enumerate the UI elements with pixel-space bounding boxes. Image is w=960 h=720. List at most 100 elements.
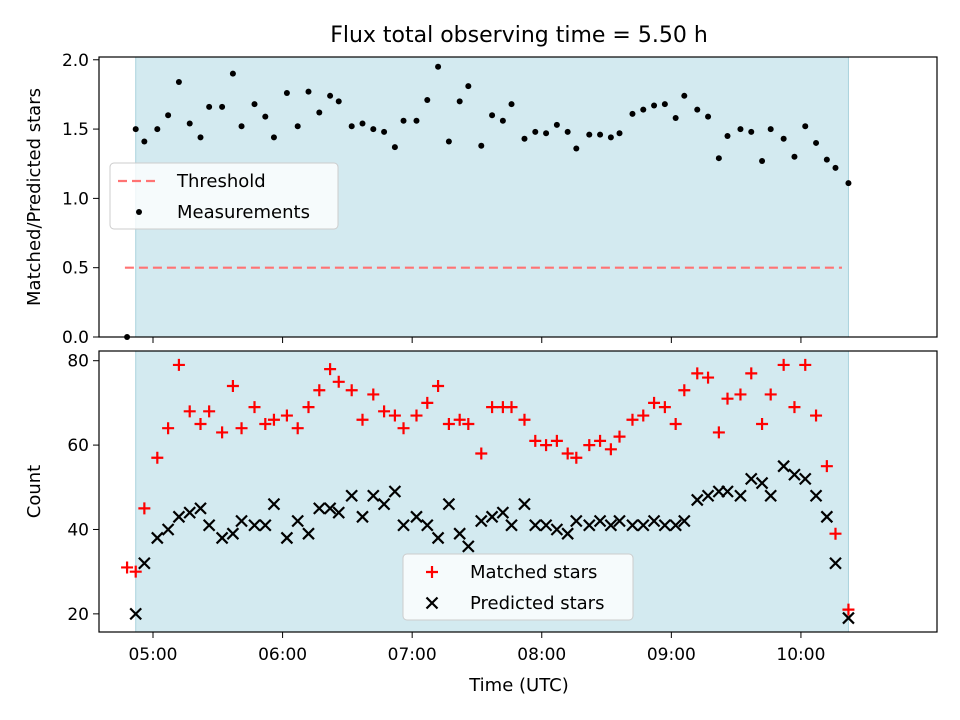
predicted-point [809, 489, 823, 502]
measurements-point [478, 142, 485, 149]
predicted-point [678, 514, 691, 528]
matched-point [486, 401, 499, 414]
predicted-point [658, 518, 672, 532]
matched-point [280, 409, 293, 422]
measurements-point [400, 117, 407, 124]
predicted-point [550, 523, 564, 536]
matched-point [745, 367, 758, 380]
measurements-point [508, 101, 515, 108]
measurements-point [219, 103, 226, 110]
legend: Threshold Measurements [109, 162, 339, 230]
matched-point [121, 561, 134, 574]
measurements-point [661, 101, 668, 108]
matched-point [291, 422, 304, 435]
matched-point [378, 405, 391, 418]
measurements-point [465, 83, 472, 90]
y-axis-label: Count [24, 465, 45, 518]
matched-point [842, 603, 855, 616]
measurements-point [543, 130, 550, 137]
measurements-point [791, 153, 798, 160]
matched-point [777, 358, 790, 371]
measurements-point [206, 103, 213, 110]
measurements-point [705, 113, 712, 120]
y-tick-label: 40 [67, 520, 89, 540]
measurements-point [832, 164, 839, 171]
measurements-point [445, 138, 452, 145]
x-tick-label: 06:00 [258, 645, 307, 665]
matched-point [172, 358, 185, 371]
measurements-point [283, 90, 290, 97]
measurements-point [845, 180, 852, 187]
y-tick-label: 1.5 [62, 120, 89, 140]
predicted-point [764, 489, 777, 502]
measurements-point [813, 139, 820, 146]
measurements-point [175, 78, 182, 85]
measurements-point [305, 88, 312, 95]
measurements-point [348, 123, 355, 130]
matched-point [129, 565, 142, 578]
legend-swatch [136, 209, 142, 215]
y-tick-label: 60 [67, 436, 89, 456]
predicted-point [593, 514, 607, 528]
predicted-point [518, 497, 531, 511]
plot-frame [98, 56, 938, 338]
measurements-point [316, 109, 323, 116]
predicted-point [475, 514, 488, 528]
matched-point [594, 434, 607, 447]
matched-point [799, 358, 812, 371]
x-tick-label: 08:00 [517, 645, 566, 665]
count-panel: 20 40 60 80 05:00 06:00 07:00 08:00 09:00 10:00 Co… [24, 350, 938, 665]
measurements-point [597, 131, 604, 138]
predicted-point [505, 518, 518, 532]
legend-label: Threshold [176, 171, 266, 192]
y-axis-label: Matched/Predicted stars [24, 88, 45, 306]
predicted-point [701, 489, 715, 502]
y-tick-label: 80 [67, 352, 89, 372]
plot-frame [98, 350, 938, 633]
predicted-point [151, 531, 164, 545]
matched-point [453, 413, 466, 426]
matched-point [432, 380, 445, 393]
legend-label: Predicted stars [470, 593, 604, 614]
measurements-point [532, 128, 539, 135]
predicted-point [226, 527, 240, 540]
y-tick-label: 1.0 [62, 189, 89, 209]
matched-point [669, 417, 682, 430]
predicted-point [235, 514, 248, 528]
matched-point [540, 439, 553, 452]
matched-point [248, 401, 261, 414]
predicted-point [367, 489, 380, 502]
predicted-point [734, 489, 747, 502]
matched-point [388, 409, 401, 422]
x-tick-label: 10:00 [776, 645, 825, 665]
predicted-point [604, 518, 618, 532]
y-tick-label: 2.0 [62, 51, 89, 71]
predicted-point [313, 502, 326, 515]
predicted-point [829, 556, 842, 570]
measurements-point [553, 121, 560, 128]
predicted-point [410, 510, 423, 524]
matched-point [702, 371, 715, 384]
measurements-point [672, 114, 679, 121]
predicted-point [496, 506, 510, 519]
predicted-point [570, 514, 583, 528]
measurements-point [489, 112, 496, 119]
measurements-point [694, 106, 701, 113]
predicted-point [721, 485, 734, 498]
predicted-point [129, 607, 142, 621]
measurements-point [767, 126, 774, 133]
predicted-point [613, 514, 626, 528]
measurements-point [586, 131, 593, 138]
predicted-point [453, 527, 466, 540]
legend: Matched stars Predicted stars [402, 553, 634, 621]
predicted-point [539, 518, 553, 532]
x-tick-label: 05:00 [128, 645, 177, 665]
predicted-point [431, 531, 445, 545]
predicted-point [485, 510, 499, 524]
matched-point [442, 417, 455, 430]
matched-point [756, 417, 769, 430]
matched-point [570, 451, 583, 464]
predicted-point [442, 497, 456, 511]
matched-point [216, 426, 229, 439]
